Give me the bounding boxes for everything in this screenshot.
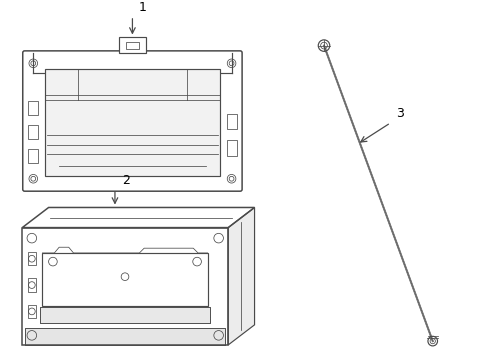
Polygon shape <box>22 207 254 228</box>
Text: 1: 1 <box>138 0 146 14</box>
Bar <box>126 42 139 49</box>
Bar <box>28 252 36 265</box>
Bar <box>25 328 225 345</box>
Bar <box>42 253 207 306</box>
Bar <box>22 228 228 345</box>
Bar <box>27 149 38 163</box>
FancyBboxPatch shape <box>23 51 242 191</box>
Bar <box>41 307 209 323</box>
Bar <box>226 114 237 129</box>
Bar <box>25 328 225 345</box>
Bar <box>27 125 38 139</box>
Text: 3: 3 <box>396 107 404 120</box>
Bar <box>28 305 36 318</box>
Bar <box>45 69 220 176</box>
Polygon shape <box>228 207 254 345</box>
Text: 2: 2 <box>122 174 130 187</box>
Bar <box>24 53 240 189</box>
Bar <box>41 307 209 323</box>
Bar <box>226 140 237 156</box>
Polygon shape <box>22 228 228 345</box>
Bar <box>27 101 38 115</box>
Bar <box>28 278 36 292</box>
Bar <box>119 37 145 53</box>
